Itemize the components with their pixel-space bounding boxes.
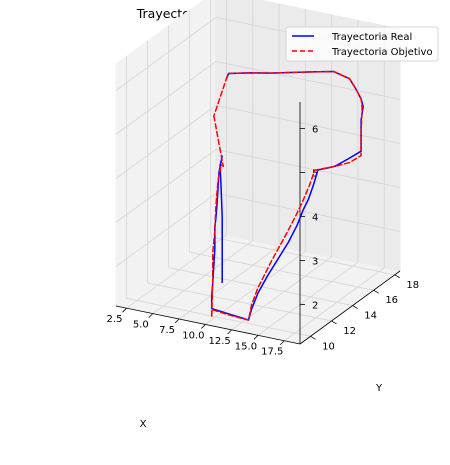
y-tick-label: 10 — [322, 341, 335, 352]
z-grid-left — [115, 105, 217, 179]
y-grid-floor — [126, 297, 311, 337]
y-axis-label: Y — [375, 383, 383, 394]
y-tick-label: 12 — [343, 326, 356, 337]
x-axis-line — [115, 305, 301, 345]
x-tick-mark — [174, 318, 180, 324]
y-tick-mark — [331, 320, 337, 325]
x-tick-label: 10.0 — [182, 330, 204, 341]
grid-lines — [115, 0, 401, 342]
x-grid-floor — [231, 256, 332, 331]
z-tick-label: 6 — [312, 124, 318, 135]
x-grid-floor — [152, 240, 254, 314]
z-tick-label: 4 — [312, 212, 318, 223]
z-grid-left — [115, 17, 217, 91]
y-tick-mark — [373, 289, 379, 294]
legend-label-objetivo: Trayectoria Objetivo — [331, 47, 433, 58]
x-tick-mark — [279, 340, 285, 346]
legend: Trayectoria Real Trayectoria Objetivo — [285, 26, 439, 62]
y-tick-label: 16 — [385, 295, 398, 306]
series-layer — [210, 70, 364, 321]
y-grid-floor — [210, 236, 395, 276]
x-grid-floor — [126, 234, 227, 309]
x-tick-mark — [253, 335, 259, 340]
x-grid-floor — [178, 245, 280, 320]
x-tick-label: 7.5 — [159, 325, 175, 336]
left-pane — [115, 0, 217, 307]
z-grid-left — [115, 61, 217, 135]
z-grid-left — [115, 149, 217, 223]
x-axis-label: X — [140, 419, 147, 430]
y-tick-mark — [394, 274, 400, 279]
x-tick-label: 5.0 — [133, 320, 149, 331]
x-tick-mark — [201, 324, 206, 329]
y-tick-label: 18 — [406, 280, 419, 291]
x-tick-label: 2.5 — [107, 314, 123, 325]
z-grid-back — [215, 61, 401, 100]
series-line-objetivo — [210, 70, 363, 321]
z-tick-label: 2 — [312, 300, 318, 311]
y-tick-mark — [352, 305, 358, 309]
x-tick-mark — [148, 313, 154, 318]
y-grid-floor — [147, 282, 332, 322]
legend-frame — [285, 26, 439, 62]
y-grid-floor — [189, 251, 374, 291]
y-tick-mark — [310, 335, 316, 340]
x-tick-label: 12.5 — [209, 336, 231, 347]
x-tick-mark — [122, 307, 127, 313]
y-tick-label: 14 — [364, 311, 377, 322]
x-tick-mark — [227, 329, 232, 335]
z-grid-back — [215, 149, 401, 188]
y-axis-line — [299, 270, 401, 345]
x-tick-label: 17.5 — [261, 347, 283, 358]
legend-label-real: Trayectoria Real — [331, 32, 412, 43]
x-grid-floor — [283, 267, 385, 342]
z-tick-label: 5 — [312, 168, 318, 179]
x-tick-label: 15.0 — [235, 341, 257, 352]
axis-ticks: 2.5 5.0 7.5 10.0 12.5 15.0 17.5 10 12 14 16 18 2 3 4 5 6 — [107, 102, 419, 358]
y-grid-floor — [168, 267, 353, 306]
z-grid-left — [115, 193, 217, 267]
x-grid-floor — [257, 261, 359, 336]
z-grid-back — [215, 105, 401, 144]
z-grid-back — [215, 193, 401, 232]
z-tick-label: 3 — [312, 256, 318, 267]
